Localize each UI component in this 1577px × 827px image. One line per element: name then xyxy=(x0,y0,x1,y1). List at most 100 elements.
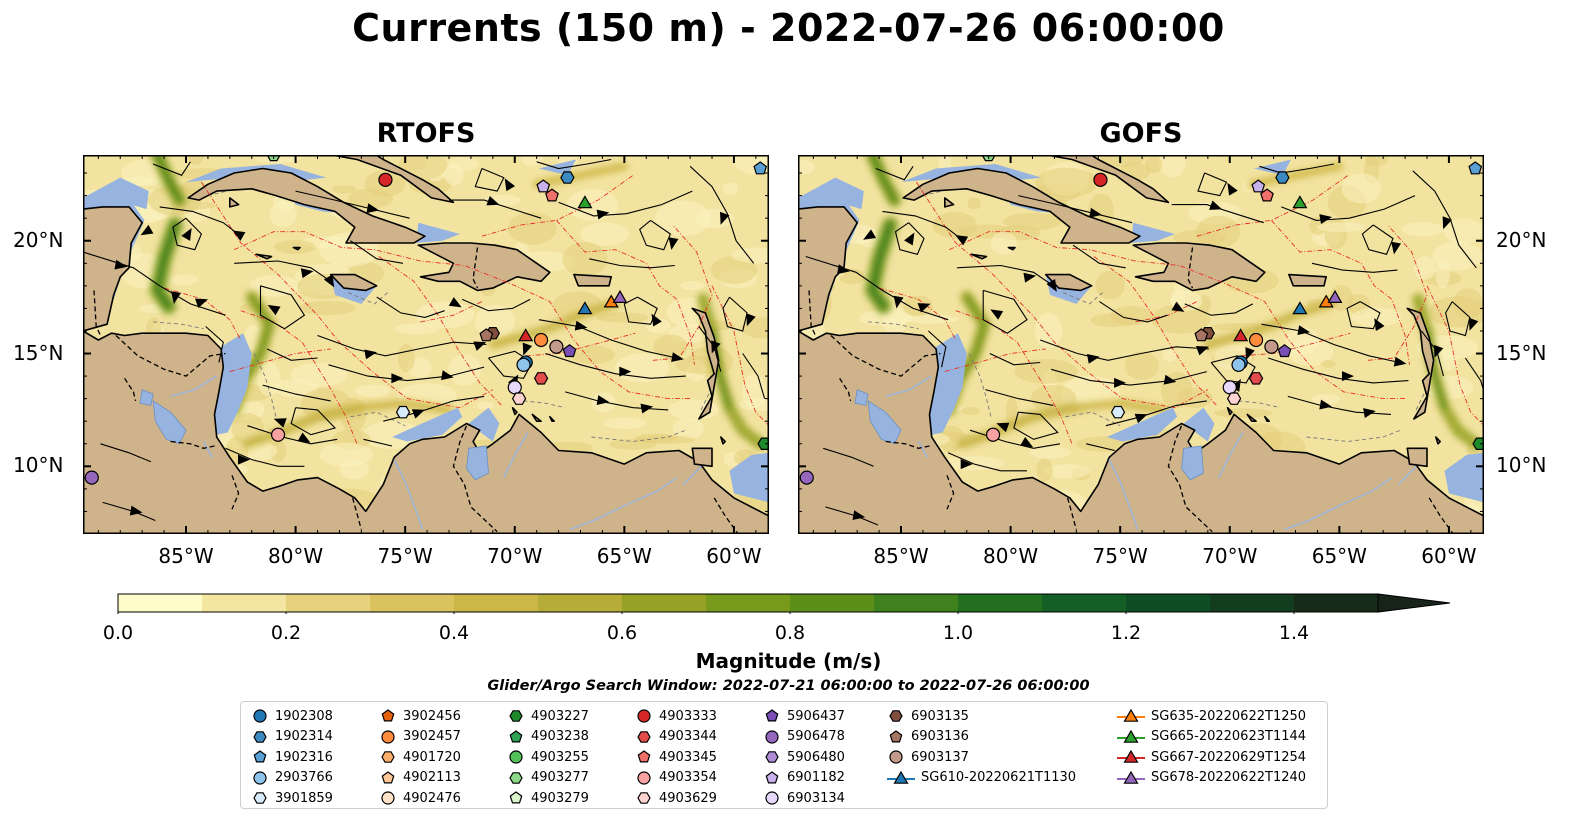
legend-marker-icon xyxy=(381,729,395,744)
legend-marker-icon xyxy=(1117,749,1145,763)
colorbar-tick-label: 0.4 xyxy=(438,622,470,644)
marker-SG678-20220622T1240 xyxy=(612,289,628,303)
legend-item: SG635-20220622T1250 xyxy=(1117,706,1306,726)
legend-label: 5906478 xyxy=(787,729,845,744)
lat-tick-label-right: 20°N xyxy=(1496,227,1547,252)
marker-1902316 xyxy=(753,161,768,175)
lon-tick-label: 80°W xyxy=(982,544,1039,568)
lat-tick-label-left: 15°N xyxy=(13,340,64,365)
legend-label: 4903333 xyxy=(659,708,717,724)
country-borders xyxy=(93,247,739,534)
legend-item: 4903238 xyxy=(507,727,589,747)
legend-label: 6901182 xyxy=(787,770,845,785)
marker-4903629 xyxy=(511,392,527,405)
legend-shape xyxy=(253,730,267,743)
marker-3901859 xyxy=(1110,405,1126,419)
marker-4903345 xyxy=(1260,188,1274,202)
colorbar-tick-label: 1.4 xyxy=(1278,622,1310,644)
marker-4903345 xyxy=(545,188,559,202)
legend-label: 4903238 xyxy=(531,729,589,744)
legend-label: 6903135 xyxy=(911,708,969,724)
legend-item: 6903135 xyxy=(887,706,969,726)
legend-triangle xyxy=(893,770,909,784)
legend-label: 4903277 xyxy=(531,770,589,785)
marker-4903344 xyxy=(533,372,549,385)
legend-marker-icon xyxy=(253,730,267,743)
map-frame xyxy=(798,155,1484,534)
legend-label: 4903344 xyxy=(659,729,717,744)
legend-item: 4903344 xyxy=(635,727,717,747)
legend-marker-icon xyxy=(889,729,903,742)
legend-marker-icon xyxy=(509,791,523,804)
legend-item: 4903227 xyxy=(507,706,589,726)
legend-shape xyxy=(637,792,651,804)
legend-label: SG635-20220622T1250 xyxy=(1151,708,1307,724)
panel-title-gofs: GOFS xyxy=(1099,118,1183,149)
legend-label: 5906480 xyxy=(787,749,845,765)
legend-label: 4902476 xyxy=(403,790,461,806)
colorbar-segment xyxy=(874,594,959,612)
legend-marker-icon xyxy=(765,770,779,783)
figure-title: Currents (150 m) - 2022-07-26 06:00:00 xyxy=(352,6,1225,50)
colorbar-segment xyxy=(706,594,791,612)
colorbar-segment xyxy=(958,594,1043,612)
land xyxy=(83,155,769,534)
stream-arrows xyxy=(837,182,1479,521)
legend-item: 5906480 xyxy=(763,747,845,767)
legend-label: 1902314 xyxy=(275,729,333,744)
legend-marker-icon xyxy=(1117,729,1145,743)
legend-item: 4903354 xyxy=(635,768,717,788)
legend-item: 4903279 xyxy=(507,788,589,808)
legend-triangle xyxy=(1123,729,1139,743)
legend-label: 4903227 xyxy=(531,708,589,724)
stream-arrows xyxy=(114,178,756,516)
legend-label: 4903345 xyxy=(659,749,717,765)
colorbar-frame xyxy=(117,593,1379,613)
search-window-text: Glider/Argo Search Window: 2022-07-21 06… xyxy=(487,678,1090,694)
colorbar-segment xyxy=(118,594,203,612)
legend-marker-icon xyxy=(887,770,915,784)
legend-item: 3902457 xyxy=(379,727,461,747)
frame-ticks xyxy=(798,155,1484,534)
legend-marker-icon xyxy=(381,709,395,722)
legend-triangle xyxy=(1123,770,1139,784)
lat-tick-label-left: 20°N xyxy=(13,227,64,252)
legend-label: 4903354 xyxy=(659,770,717,785)
legend-item: SG678-20220622T1240 xyxy=(1117,768,1306,788)
legend-marker-icon xyxy=(637,730,651,743)
legend-shape xyxy=(381,729,395,744)
rivers xyxy=(885,375,1417,531)
legend-label: 2903766 xyxy=(275,770,333,785)
colorbar-segment xyxy=(1294,594,1379,612)
legend-label: 4902113 xyxy=(403,770,461,785)
legend-label: 6903134 xyxy=(787,790,845,806)
observation-markers xyxy=(84,155,769,485)
legend-label: 4903279 xyxy=(531,790,589,806)
marker-5906437 xyxy=(1277,344,1292,358)
colorbar-segment xyxy=(454,594,539,612)
map-frame xyxy=(83,155,769,534)
legend-label: 1902308 xyxy=(275,708,333,724)
colorbar-tick-label: 0.0 xyxy=(102,622,134,644)
gofs-map xyxy=(798,155,1484,534)
legend-label: SG610-20220621T1130 xyxy=(921,770,1077,785)
legend-label: 3902457 xyxy=(403,729,461,744)
colorbar-segment xyxy=(370,594,455,612)
legend-item: 6903137 xyxy=(887,747,969,767)
marker-4903354 xyxy=(985,427,1001,442)
marker-6903137 xyxy=(549,339,564,354)
colorbar-segment xyxy=(790,594,875,612)
lon-tick-label: 70°W xyxy=(1202,544,1258,568)
legend-item: 6903136 xyxy=(887,727,969,747)
colorbar-segment xyxy=(538,594,623,612)
legend-marker-icon xyxy=(765,729,779,744)
legend-marker-icon xyxy=(509,750,523,764)
marker-SG610-20220621T1130 xyxy=(1292,301,1308,315)
lon-tick-label: 80°W xyxy=(267,544,324,568)
colorbar-segment xyxy=(1210,594,1295,612)
colorbar-segment xyxy=(202,594,287,612)
lakes xyxy=(854,389,1204,481)
legend-shape xyxy=(637,770,651,785)
eez-boundaries xyxy=(163,174,769,444)
legend-item: 4903345 xyxy=(635,747,717,767)
